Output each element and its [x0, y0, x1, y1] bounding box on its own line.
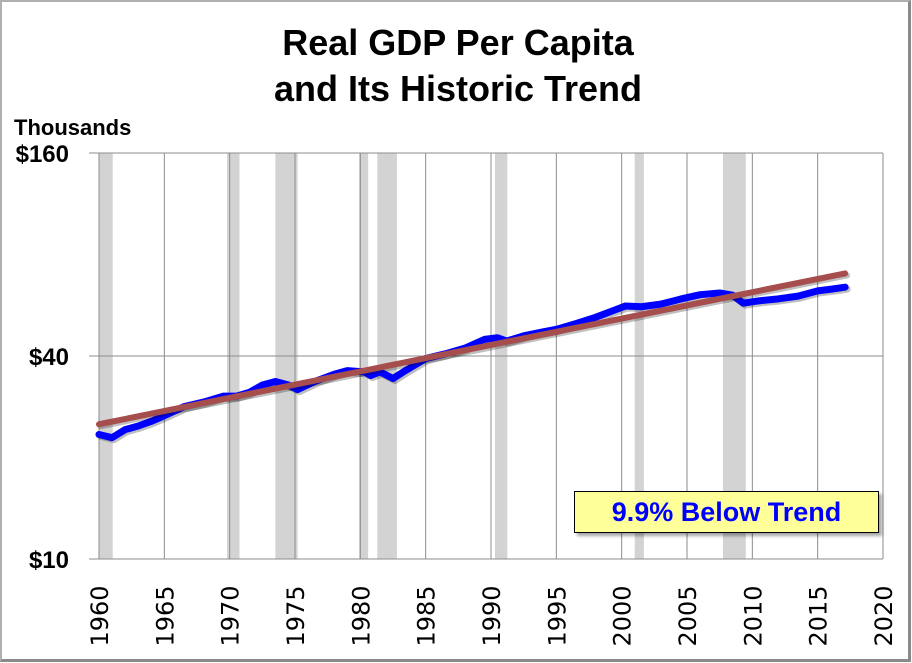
x-tick-label: 1990: [478, 585, 506, 646]
x-tick-label: 2005: [674, 585, 702, 646]
x-tick-label: 2020: [870, 585, 898, 646]
x-tick-label: 1985: [413, 585, 441, 646]
x-tick-label: 2015: [805, 585, 833, 646]
x-tick-label: 1995: [543, 585, 571, 646]
x-tick-label: 2000: [609, 585, 637, 646]
title-line-1: Real GDP Per Capita: [282, 22, 634, 63]
x-tick-label: 1975: [282, 585, 310, 646]
y-tick-label: $160: [16, 141, 69, 168]
x-tick-label: 1980: [347, 585, 375, 646]
title-line-2: and Its Historic Trend: [273, 68, 643, 109]
x-tick-label: 1970: [217, 585, 245, 646]
x-tick-label: 1960: [86, 585, 114, 646]
trend-line: [96, 270, 849, 428]
x-tick-label: 1965: [151, 585, 179, 646]
y-tick-label: $40: [29, 344, 69, 371]
x-tick-label: 2010: [739, 585, 767, 646]
chart-title: Real GDP Per Capita and Its Historic Tre…: [2, 20, 908, 112]
y-axis-label: Thousands: [14, 115, 132, 140]
y-tick-label: $10: [29, 547, 69, 574]
below-trend-annotation: 9.9% Below Trend: [574, 491, 879, 533]
